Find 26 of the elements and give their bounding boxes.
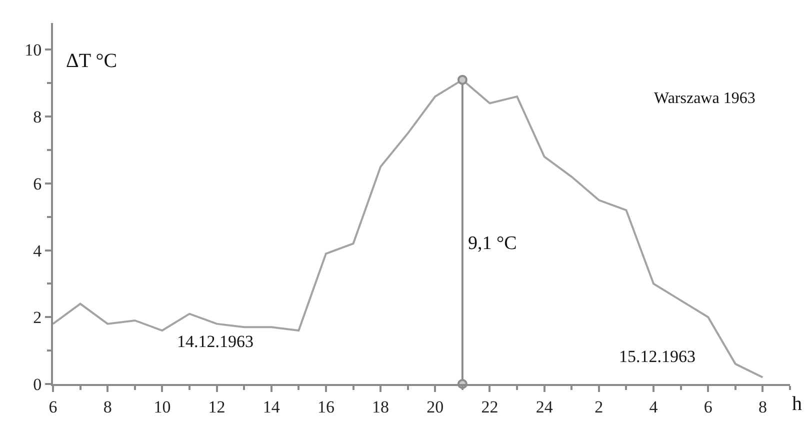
y-tick-label: 6 [33,174,42,194]
x-tick-label: 2 [594,397,604,416]
x-tick-label: 4 [649,397,658,416]
x-tick-label: 14 [262,397,280,416]
annotation: 9,1 °C [468,233,517,254]
x-tick-label: 16 [317,397,334,416]
x-tick-label: 6 [704,397,712,416]
text: Warszawa 1963 [654,90,756,107]
x-axis-title: h [792,393,802,415]
y-axis-title: ΔT °C [66,50,118,72]
y-tick-label: 2 [33,308,42,328]
y-tick-label: 10 [24,40,42,60]
x-tick-label: 12 [208,397,226,416]
x-tick-label: 8 [103,397,112,416]
x-tick-label: 8 [758,397,767,416]
annotation: 14.12.1963 [177,332,254,351]
y-tick-label: 0 [33,374,42,394]
annotation: 15.12.1963 [619,347,696,366]
y-tick-label: 8 [33,108,42,127]
x-tick-label: 10 [154,397,171,416]
x-tick-label: 22 [481,397,498,416]
x-tick-label: 20 [426,397,444,416]
y-tick-label: 4 [33,241,42,260]
x-tick-label: 24 [536,397,554,416]
x-tick-label: 6 [48,397,58,416]
x-tick-label: 18 [372,397,390,416]
